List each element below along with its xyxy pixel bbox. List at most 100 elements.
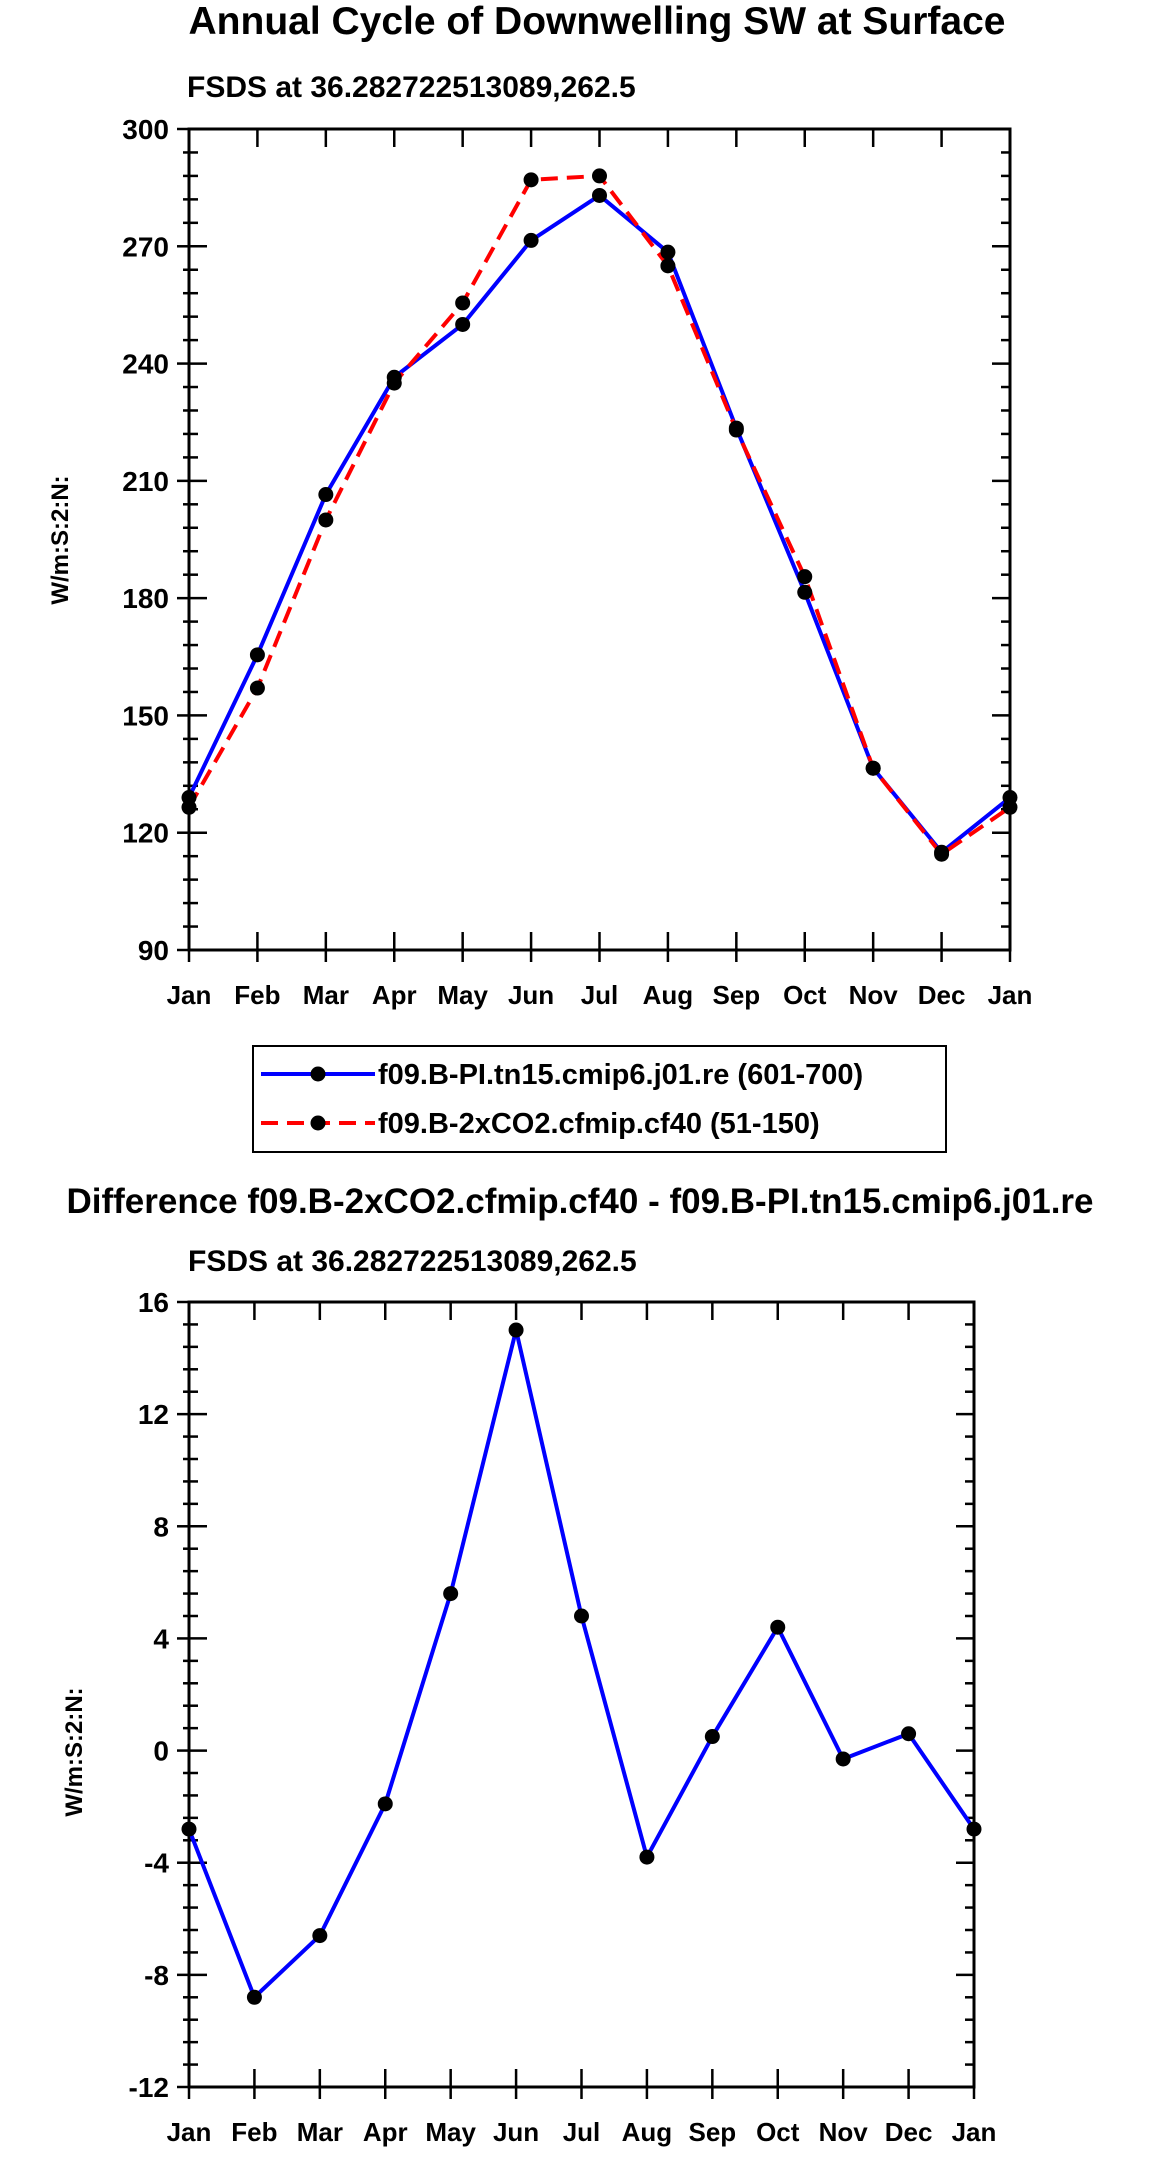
data-point-1 (455, 295, 471, 311)
x-tick-label: Mar (303, 980, 349, 1010)
chart1-series (181, 168, 1018, 862)
x-tick-label: Sep (712, 980, 760, 1010)
y-tick-label: -8 (144, 1960, 169, 1991)
chart2-y-tick-labels: -12 -8 -4 0 4 8 12 16 (129, 1287, 170, 2103)
data-point-1 (592, 168, 607, 184)
y-tick-label: 150 (122, 700, 169, 731)
data-point-1 (660, 258, 676, 274)
x-tick-label: Feb (234, 980, 280, 1010)
data-point-0 (246, 1989, 262, 2005)
series-line-0 (187, 1328, 976, 2000)
y-tick-label: 90 (138, 935, 169, 966)
data-point-1 (249, 680, 265, 696)
chart2-ticks (177, 1300, 976, 2099)
y-tick-label: 4 (153, 1623, 169, 1654)
legend-marker-pi (310, 1066, 326, 1082)
x-tick-label: Jan (952, 2117, 997, 2147)
chart1-y-tick-labels: 90 120 150 180 210 240 270 300 (122, 114, 169, 966)
data-point-0 (770, 1619, 786, 1635)
x-tick-label: Oct (783, 980, 827, 1010)
y-tick-label: 210 (122, 466, 169, 497)
x-tick-label: Mar (297, 2117, 343, 2147)
data-point-0 (835, 1751, 851, 1767)
annual-cycle-chart: Annual Cycle of Downwelling SW at Surfac… (47, 0, 1033, 1153)
data-point-0 (443, 1586, 459, 1602)
chart1-plot-frame (187, 127, 1012, 952)
difference-chart: Difference f09.B-2xCO2.cfmip.cf40 - f09.… (61, 1182, 1094, 2147)
chart2-subtitle: FSDS at 36.282722513089,262.5 (188, 1245, 637, 1278)
x-tick-label: Aug (622, 2117, 673, 2147)
data-point-1 (934, 846, 950, 862)
chart1-ylabel: W/m:S:2:N: (47, 475, 74, 604)
chart1-subtitle: FSDS at 36.282722513089,262.5 (187, 71, 636, 104)
chart2-ylabel: W/m:S:2:N: (61, 1687, 88, 1816)
x-tick-label: Jul (581, 980, 619, 1010)
y-tick-label: 120 (122, 818, 169, 849)
data-point-0 (318, 487, 334, 503)
x-tick-label: Dec (918, 980, 966, 1010)
data-point-0 (249, 647, 265, 663)
data-point-0 (901, 1726, 917, 1742)
legend-label-2xco2: f09.B-2xCO2.cfmip.cf40 (51-150) (378, 1108, 820, 1140)
chart1-ticks (177, 127, 1012, 962)
y-tick-label: -12 (129, 2072, 169, 2103)
legend-box (252, 1045, 947, 1153)
data-point-0 (312, 1928, 328, 1944)
data-point-0 (704, 1729, 720, 1745)
data-point-0 (797, 584, 813, 600)
data-point-0 (660, 244, 676, 260)
y-tick-label: 8 (153, 1511, 169, 1542)
data-point-0 (592, 187, 607, 203)
chart1-x-tick-labels: Jan Feb Mar Apr May Jun Jul Aug Sep Oct Nov Dec Jan (167, 980, 1033, 1010)
data-point-0 (523, 232, 539, 248)
data-point-0 (966, 1821, 982, 1837)
x-tick-label: Oct (756, 2117, 800, 2147)
chart2-x-tick-labels: Jan Feb Mar Apr May Jun Jul Aug Sep Oct Nov Dec Jan (167, 2117, 997, 2147)
x-tick-label: Sep (688, 2117, 736, 2147)
x-tick-label: Jun (508, 980, 554, 1010)
data-point-1 (523, 172, 539, 188)
chart1-legend: f09.B-PI.tn15.cmip6.j01.re (601-700) f09… (252, 1045, 947, 1153)
x-tick-label: Jul (563, 2117, 601, 2147)
chart2-series (181, 1322, 982, 2005)
x-tick-label: Aug (643, 980, 694, 1010)
x-tick-label: Apr (363, 2117, 408, 2147)
x-tick-label: Jan (167, 980, 212, 1010)
data-point-1 (386, 375, 402, 391)
x-tick-label: May (425, 2117, 476, 2147)
legend-marker-2xco2 (310, 1115, 326, 1131)
legend-label-pi: f09.B-PI.tn15.cmip6.j01.re (601-700) (378, 1059, 863, 1091)
data-point-0 (377, 1796, 393, 1812)
data-point-1 (318, 512, 334, 528)
data-point-0 (574, 1608, 589, 1624)
data-point-1 (728, 422, 744, 438)
data-point-0 (455, 316, 471, 332)
y-tick-label: 0 (153, 1736, 169, 1767)
y-tick-label: 180 (122, 583, 169, 614)
x-tick-label: Jun (493, 2117, 539, 2147)
y-tick-label: 16 (138, 1287, 169, 1318)
x-tick-label: Apr (372, 980, 417, 1010)
data-point-0 (181, 1821, 197, 1837)
x-tick-label: Jan (988, 980, 1033, 1010)
y-tick-label: 240 (122, 349, 169, 380)
series-line-0 (187, 193, 1012, 855)
x-tick-label: Nov (819, 2117, 869, 2147)
data-point-0 (508, 1322, 524, 1338)
y-tick-label: 300 (122, 114, 169, 145)
y-tick-label: 270 (122, 231, 169, 262)
chart1-title: Annual Cycle of Downwelling SW at Surfac… (189, 0, 1006, 43)
x-tick-label: May (437, 980, 488, 1010)
y-tick-label: 12 (138, 1399, 169, 1430)
chart2-plot-frame (187, 1300, 976, 2089)
y-tick-label: -4 (144, 1848, 169, 1879)
x-tick-label: Feb (231, 2117, 277, 2147)
data-point-1 (181, 799, 197, 815)
x-tick-label: Nov (849, 980, 899, 1010)
x-tick-label: Dec (885, 2117, 933, 2147)
x-tick-label: Jan (167, 2117, 212, 2147)
data-point-0 (639, 1849, 655, 1865)
series-line-1 (187, 173, 1012, 857)
data-point-1 (865, 760, 881, 776)
